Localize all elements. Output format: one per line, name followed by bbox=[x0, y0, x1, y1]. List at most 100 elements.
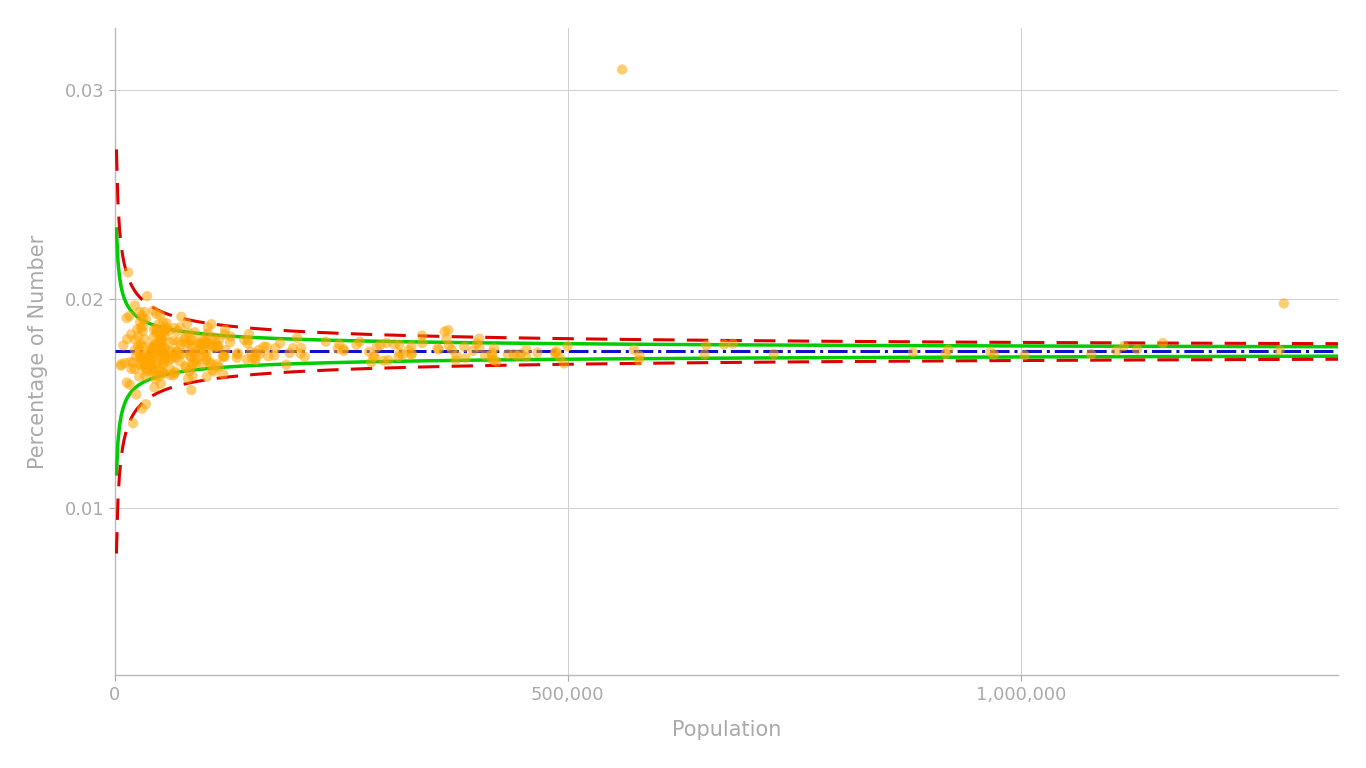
Point bbox=[199, 356, 221, 369]
Point bbox=[411, 329, 433, 342]
Point bbox=[142, 341, 164, 353]
Point bbox=[152, 316, 173, 329]
Point bbox=[116, 376, 138, 389]
Point bbox=[175, 362, 197, 374]
Point bbox=[333, 343, 355, 356]
Point bbox=[201, 318, 223, 330]
Point bbox=[169, 339, 191, 351]
Point bbox=[503, 348, 525, 360]
Point bbox=[1269, 344, 1291, 356]
Point bbox=[183, 348, 205, 360]
Point bbox=[694, 348, 716, 360]
Point bbox=[154, 350, 176, 362]
Point bbox=[150, 333, 172, 345]
Point bbox=[142, 364, 164, 376]
Point bbox=[1105, 345, 1127, 357]
Point bbox=[146, 339, 168, 352]
Point bbox=[139, 349, 161, 361]
Point bbox=[176, 317, 198, 329]
Point bbox=[163, 334, 184, 346]
Point bbox=[214, 344, 236, 356]
Point bbox=[137, 363, 158, 376]
Point bbox=[194, 346, 216, 359]
Point bbox=[195, 337, 217, 349]
Point bbox=[133, 320, 154, 333]
Point bbox=[544, 346, 566, 359]
Point bbox=[208, 360, 229, 372]
Point bbox=[257, 350, 279, 362]
Point bbox=[120, 328, 142, 340]
Point bbox=[400, 349, 422, 361]
Point bbox=[152, 365, 173, 377]
Point bbox=[441, 343, 463, 356]
Point bbox=[150, 366, 172, 379]
Point bbox=[713, 339, 735, 351]
Point bbox=[469, 341, 490, 353]
Point bbox=[131, 325, 153, 337]
Point bbox=[213, 351, 235, 363]
Point bbox=[164, 366, 186, 378]
Point bbox=[469, 333, 490, 345]
Point bbox=[153, 355, 175, 367]
Point bbox=[1014, 349, 1035, 362]
Point bbox=[130, 316, 152, 329]
Point bbox=[135, 359, 157, 371]
Point bbox=[149, 345, 171, 357]
Point bbox=[384, 339, 406, 351]
Point bbox=[145, 323, 167, 336]
Point bbox=[197, 328, 219, 340]
Point bbox=[283, 342, 305, 354]
Point bbox=[245, 347, 266, 359]
Point bbox=[723, 338, 744, 350]
Point bbox=[902, 346, 923, 359]
Point bbox=[984, 349, 1005, 361]
Point bbox=[934, 348, 956, 360]
Point bbox=[287, 332, 309, 344]
Point bbox=[249, 344, 270, 356]
Point bbox=[141, 365, 163, 377]
Point bbox=[227, 347, 249, 359]
Point bbox=[116, 312, 138, 324]
Point bbox=[507, 349, 529, 362]
Point bbox=[204, 366, 225, 378]
Point bbox=[149, 364, 171, 376]
Point bbox=[466, 337, 488, 349]
Point bbox=[111, 358, 133, 370]
Point bbox=[377, 354, 399, 366]
Point bbox=[388, 351, 410, 363]
Point bbox=[179, 349, 201, 362]
Point bbox=[149, 333, 171, 346]
Point bbox=[348, 336, 370, 348]
Point bbox=[197, 337, 219, 349]
Point bbox=[134, 359, 156, 372]
Point bbox=[133, 313, 154, 325]
Point bbox=[436, 333, 458, 345]
Point bbox=[145, 373, 167, 386]
Point bbox=[445, 354, 467, 366]
Point bbox=[126, 350, 148, 362]
Point bbox=[214, 323, 236, 336]
Point bbox=[428, 343, 449, 356]
Point bbox=[169, 349, 191, 361]
Point bbox=[553, 357, 575, 369]
Point bbox=[156, 317, 178, 329]
Point bbox=[149, 369, 171, 382]
Point bbox=[937, 343, 959, 356]
Point bbox=[158, 336, 180, 349]
Point bbox=[150, 378, 172, 390]
Point bbox=[134, 306, 156, 318]
Point bbox=[160, 353, 182, 365]
Point bbox=[149, 327, 171, 339]
Point bbox=[264, 349, 285, 362]
Point bbox=[193, 349, 214, 362]
Point bbox=[139, 346, 161, 358]
Point bbox=[134, 349, 156, 362]
Point bbox=[122, 417, 143, 429]
Point bbox=[474, 349, 496, 362]
Point bbox=[143, 338, 165, 350]
Point bbox=[134, 369, 156, 382]
Point bbox=[150, 339, 172, 351]
Point bbox=[153, 353, 175, 365]
Point bbox=[153, 348, 175, 360]
Point bbox=[119, 310, 141, 323]
